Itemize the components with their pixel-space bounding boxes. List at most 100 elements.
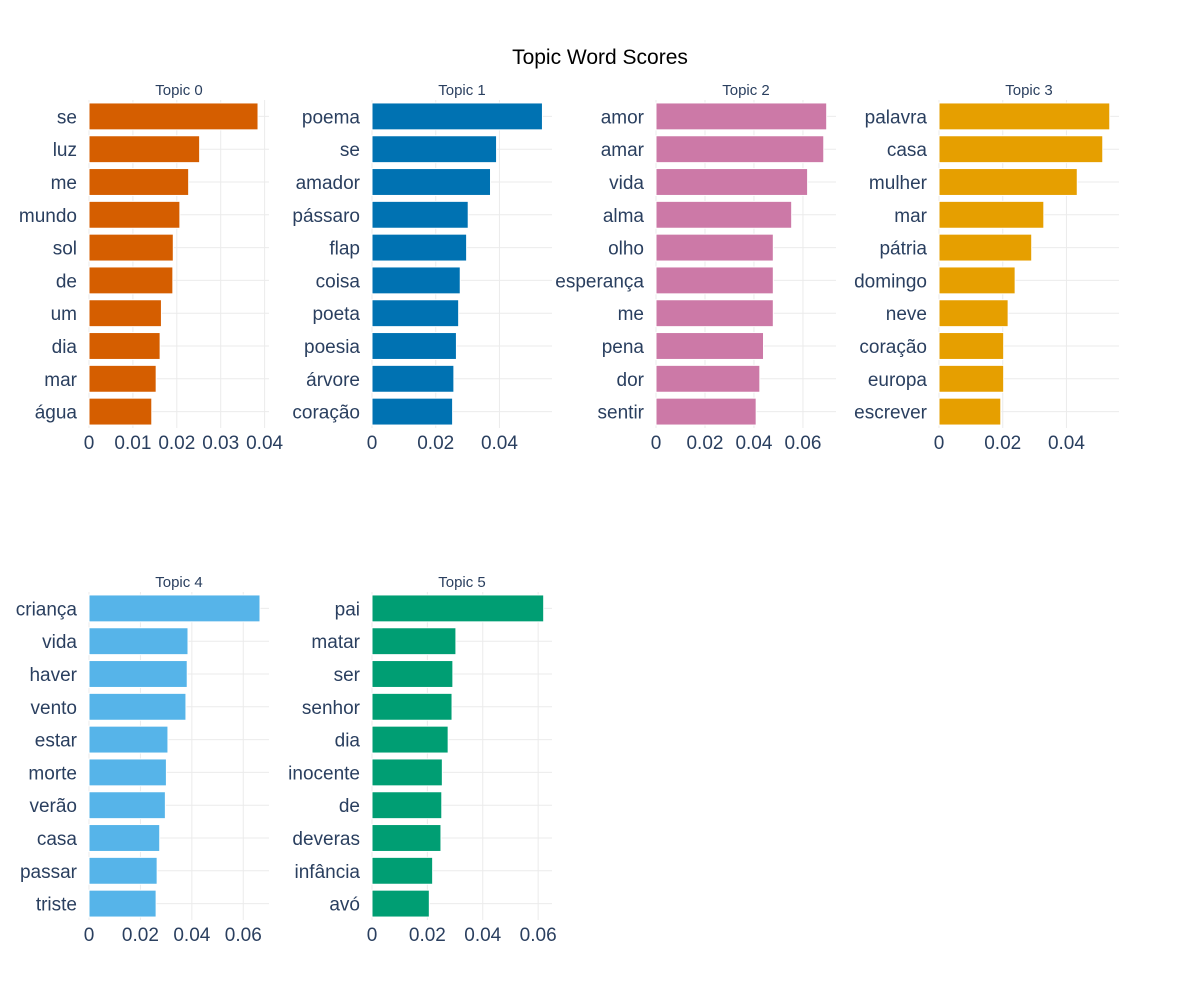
x-tick-label: 0.04 [246, 433, 283, 454]
y-tick-label: mar [894, 206, 927, 227]
y-tick-label: um [51, 304, 77, 325]
y-tick-label: amor [601, 107, 645, 128]
y-tick-label: palavra [865, 107, 928, 128]
bar [371, 135, 498, 164]
x-tick-label: 0.02 [686, 433, 723, 454]
bar [938, 200, 1045, 229]
x-tick-label: 0.04 [1048, 433, 1085, 454]
bar [88, 725, 169, 754]
y-tick-label: pena [602, 337, 645, 358]
y-tick-label: poeta [312, 304, 360, 325]
bar [88, 233, 174, 262]
subplot-topic-1: Topic 1 poema se amador pássaro flap coisa poet… [292, 82, 552, 454]
y-tick-label: sol [53, 239, 77, 260]
y-tick-label: esperança [555, 271, 644, 292]
y-tick-label: avó [329, 895, 360, 916]
bar [371, 791, 443, 820]
x-tick-label: 0.02 [984, 433, 1021, 454]
y-tick-label: pátria [879, 239, 927, 260]
y-tick-label: água [35, 403, 78, 424]
bar [88, 824, 161, 852]
bar [655, 266, 774, 295]
y-tick-label: mundo [19, 206, 77, 227]
bar [88, 889, 157, 918]
x-tick-label: 0.03 [202, 433, 239, 454]
y-tick-label: poesia [304, 337, 360, 358]
y-tick-label: dia [52, 337, 78, 358]
y-tick-label: de [56, 271, 77, 292]
x-tick-label: 0.01 [114, 433, 151, 454]
bar [371, 168, 492, 196]
bar [371, 824, 442, 852]
y-tick-label: domingo [854, 271, 927, 292]
y-tick-label: pássaro [292, 206, 360, 227]
y-tick-label: mar [44, 370, 77, 391]
bar [938, 168, 1078, 196]
bar [371, 660, 454, 688]
y-tick-label: dia [335, 731, 361, 752]
x-tick-label: 0.06 [225, 925, 262, 946]
bar [938, 233, 1033, 262]
y-tick-label: haver [29, 665, 77, 686]
subplot-title: Topic 3 [1005, 82, 1053, 99]
bar [88, 332, 161, 360]
bar [88, 660, 188, 688]
y-tick-label: poema [302, 107, 361, 128]
bar [655, 135, 825, 164]
bar [371, 200, 469, 229]
bar [371, 627, 457, 656]
bar [88, 299, 162, 328]
x-tick-label: 0 [367, 433, 378, 454]
y-tick-label: coisa [316, 271, 361, 292]
bar [88, 266, 174, 295]
x-tick-label: 0 [84, 433, 95, 454]
bar [371, 725, 449, 754]
bar [655, 233, 774, 262]
bar [655, 102, 828, 131]
y-tick-label: olho [608, 239, 644, 260]
y-tick-label: ser [334, 665, 361, 686]
bar [371, 102, 543, 131]
subplot-title: Topic 0 [155, 82, 203, 99]
y-tick-label: coração [292, 403, 360, 424]
y-tick-label: verão [29, 796, 77, 817]
y-tick-label: morte [28, 763, 77, 784]
y-tick-label: senhor [302, 698, 361, 719]
x-tick-label: 0.02 [417, 433, 454, 454]
y-tick-label: sentir [598, 403, 645, 424]
y-tick-label: coração [859, 337, 927, 358]
bar [371, 332, 457, 360]
y-tick-label: pai [335, 599, 360, 620]
bar [88, 758, 167, 787]
y-tick-label: luz [53, 140, 77, 161]
bar [938, 364, 1005, 393]
y-tick-label: criança [16, 599, 78, 620]
bar [655, 299, 774, 328]
chart-title: Topic Word Scores [512, 46, 688, 69]
x-tick-label: 0.04 [735, 433, 772, 454]
x-tick-label: 0 [651, 433, 662, 454]
y-tick-label: deveras [292, 829, 360, 850]
bar [938, 397, 1002, 426]
y-tick-label: de [339, 796, 360, 817]
y-tick-label: amar [601, 140, 645, 161]
y-tick-label: infância [295, 862, 361, 883]
y-tick-label: alma [603, 206, 645, 227]
y-tick-label: se [340, 140, 360, 161]
y-tick-label: triste [36, 895, 77, 916]
y-tick-label: casa [37, 829, 78, 850]
subplot-title: Topic 1 [438, 82, 486, 99]
x-tick-label: 0.04 [481, 433, 518, 454]
y-tick-label: passar [20, 862, 78, 883]
y-tick-label: europa [868, 370, 928, 391]
x-tick-label: 0.02 [409, 925, 446, 946]
bar [88, 397, 153, 426]
subplot-topic-5: Topic 5 pai matar ser senhor dia inocente de dev… [288, 574, 556, 946]
y-tick-label: amador [296, 173, 361, 194]
subplot-topic-0: Topic 0 se luz me mundo sol de um dia mar água 0 0.0… [19, 82, 284, 454]
y-tick-label: casa [887, 140, 928, 161]
bar [655, 200, 793, 229]
y-tick-label: me [51, 173, 77, 194]
bar [88, 791, 166, 820]
